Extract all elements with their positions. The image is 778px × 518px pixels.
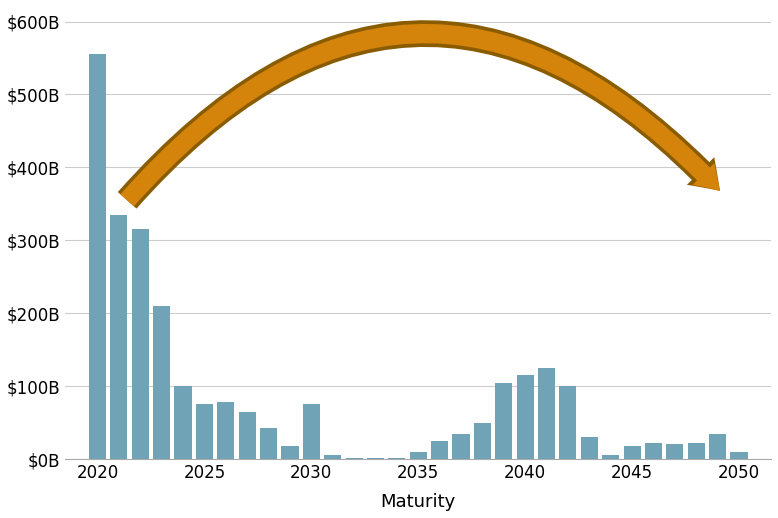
Bar — [496, 382, 513, 459]
Bar — [367, 457, 384, 459]
Bar — [580, 437, 598, 459]
Bar — [410, 452, 427, 459]
Bar — [196, 405, 213, 459]
Bar — [303, 405, 320, 459]
Bar — [623, 446, 640, 459]
Bar — [538, 368, 555, 459]
Bar — [217, 402, 234, 459]
Bar — [474, 423, 491, 459]
Bar — [645, 443, 662, 459]
Bar — [153, 306, 170, 459]
Bar — [709, 434, 726, 459]
Bar — [89, 54, 106, 459]
Bar — [602, 455, 619, 459]
Bar — [282, 446, 299, 459]
Bar — [260, 428, 277, 459]
Bar — [688, 443, 705, 459]
Bar — [174, 386, 191, 459]
Bar — [453, 434, 470, 459]
Bar — [431, 441, 448, 459]
Bar — [345, 457, 363, 459]
Bar — [559, 386, 576, 459]
Bar — [110, 215, 128, 459]
X-axis label: Maturity: Maturity — [380, 493, 456, 511]
Bar — [324, 455, 342, 459]
Bar — [131, 229, 149, 459]
Bar — [666, 444, 683, 459]
Bar — [517, 375, 534, 459]
Bar — [239, 412, 256, 459]
Bar — [388, 457, 405, 459]
Bar — [731, 452, 748, 459]
